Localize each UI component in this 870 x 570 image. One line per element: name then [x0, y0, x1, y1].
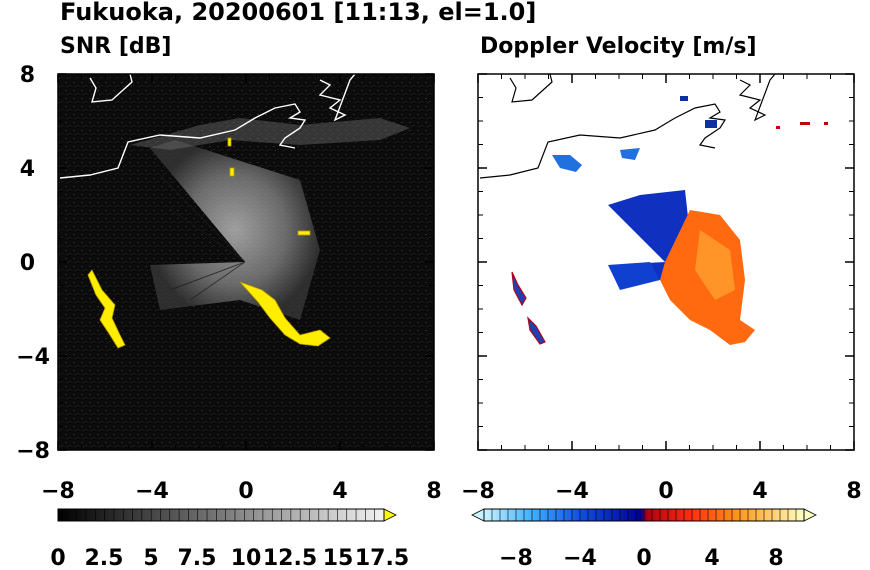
- doppler-coastline-north: [509, 73, 776, 122]
- snr-colorbar-label: 12.5: [263, 546, 317, 570]
- doppler-coastline: [479, 103, 727, 179]
- doppler-ne-echo: [776, 122, 828, 129]
- snr-y-tick-label: 4: [20, 157, 35, 182]
- doppler-sw-echo: [511, 271, 546, 345]
- snr-colorbar-label: 5: [143, 546, 158, 570]
- snr-x-tick-label: 8: [426, 479, 441, 504]
- doppler-colorbar-extend-max: [803, 508, 817, 522]
- snr-x-tick-labels: −8 −4 0 4 8: [41, 479, 442, 504]
- snr-colorbar-gradient: [58, 509, 384, 521]
- snr-y-tick-label: −4: [16, 345, 50, 370]
- snr-colorbar-label: 17.5: [355, 546, 409, 570]
- snr-saturated-echo: [87, 137, 331, 349]
- snr-coastline-north: [89, 73, 356, 122]
- doppler-colorbar-extend-min: [471, 508, 485, 522]
- snr-colorbar-label: 2.5: [85, 546, 124, 570]
- snr-beam-shadows: [159, 174, 246, 301]
- snr-y-tick-label: −8: [16, 439, 50, 464]
- doppler-panel: −8 −4 0 4 8: [461, 73, 862, 504]
- doppler-x-tick-label: 4: [752, 479, 767, 504]
- doppler-colorbar-label: 0: [636, 546, 651, 570]
- doppler-coastal-echo: [552, 148, 640, 172]
- figure-title: Fukuoka, 20200601 [11:13, el=1.0]: [60, 0, 537, 26]
- snr-colorbar-label: 7.5: [178, 546, 217, 570]
- snr-colorbar-dividers: [67, 509, 375, 521]
- snr-panel-title: SNR [dB]: [60, 34, 172, 59]
- doppler-colorbar-label: −8: [499, 546, 533, 570]
- doppler-x-tick-label: −4: [555, 479, 589, 504]
- snr-echo-region: [150, 140, 320, 320]
- snr-panel: 8 4 0 −4 −8 −8 −4 0 4 8: [16, 63, 441, 504]
- doppler-west-echo: [608, 262, 660, 290]
- doppler-colorbar-label: −4: [563, 546, 597, 570]
- snr-y-tick-label: 0: [20, 251, 35, 276]
- snr-x-tick-label: −8: [41, 479, 75, 504]
- doppler-x-tick-label: −8: [461, 479, 495, 504]
- doppler-colorbar-label: 8: [768, 546, 783, 570]
- doppler-x-tick-label: 0: [658, 479, 673, 504]
- snr-colorbar-label: 10: [231, 546, 262, 570]
- snr-y-tick-label: 8: [20, 63, 35, 88]
- doppler-axis-ticks: [477, 73, 855, 451]
- snr-coastal-clutter: [130, 118, 410, 150]
- doppler-colorbar-frame: [483, 508, 805, 522]
- doppler-x-tick-labels: −8 −4 0 4 8: [461, 479, 862, 504]
- doppler-receding-core: [695, 230, 735, 300]
- snr-colorbar-label: 0: [50, 546, 65, 570]
- snr-coastline: [59, 103, 307, 179]
- snr-y-tick-labels: 8 4 0 −4 −8: [16, 63, 50, 464]
- doppler-colorbar-label: 4: [704, 546, 719, 570]
- snr-colorbar-frame: [57, 508, 385, 522]
- snr-colorbar-label: 15: [323, 546, 354, 570]
- snr-x-tick-label: −4: [135, 479, 169, 504]
- snr-x-tick-label: 4: [332, 479, 347, 504]
- snr-colorbar-extend-max: [383, 508, 397, 522]
- doppler-north-echo: [680, 96, 717, 128]
- snr-colorbar: 0 2.5 5 7.5 10 12.5 15 17.5: [50, 508, 409, 570]
- doppler-colorbar-dividers: [491, 509, 797, 521]
- doppler-x-tick-label: 8: [846, 479, 861, 504]
- doppler-colorbar: −8 −4 0 4 8: [471, 508, 817, 570]
- snr-axis-ticks: [57, 73, 435, 451]
- doppler-panel-title: Doppler Velocity [m/s]: [480, 34, 757, 59]
- snr-x-tick-label: 0: [238, 479, 253, 504]
